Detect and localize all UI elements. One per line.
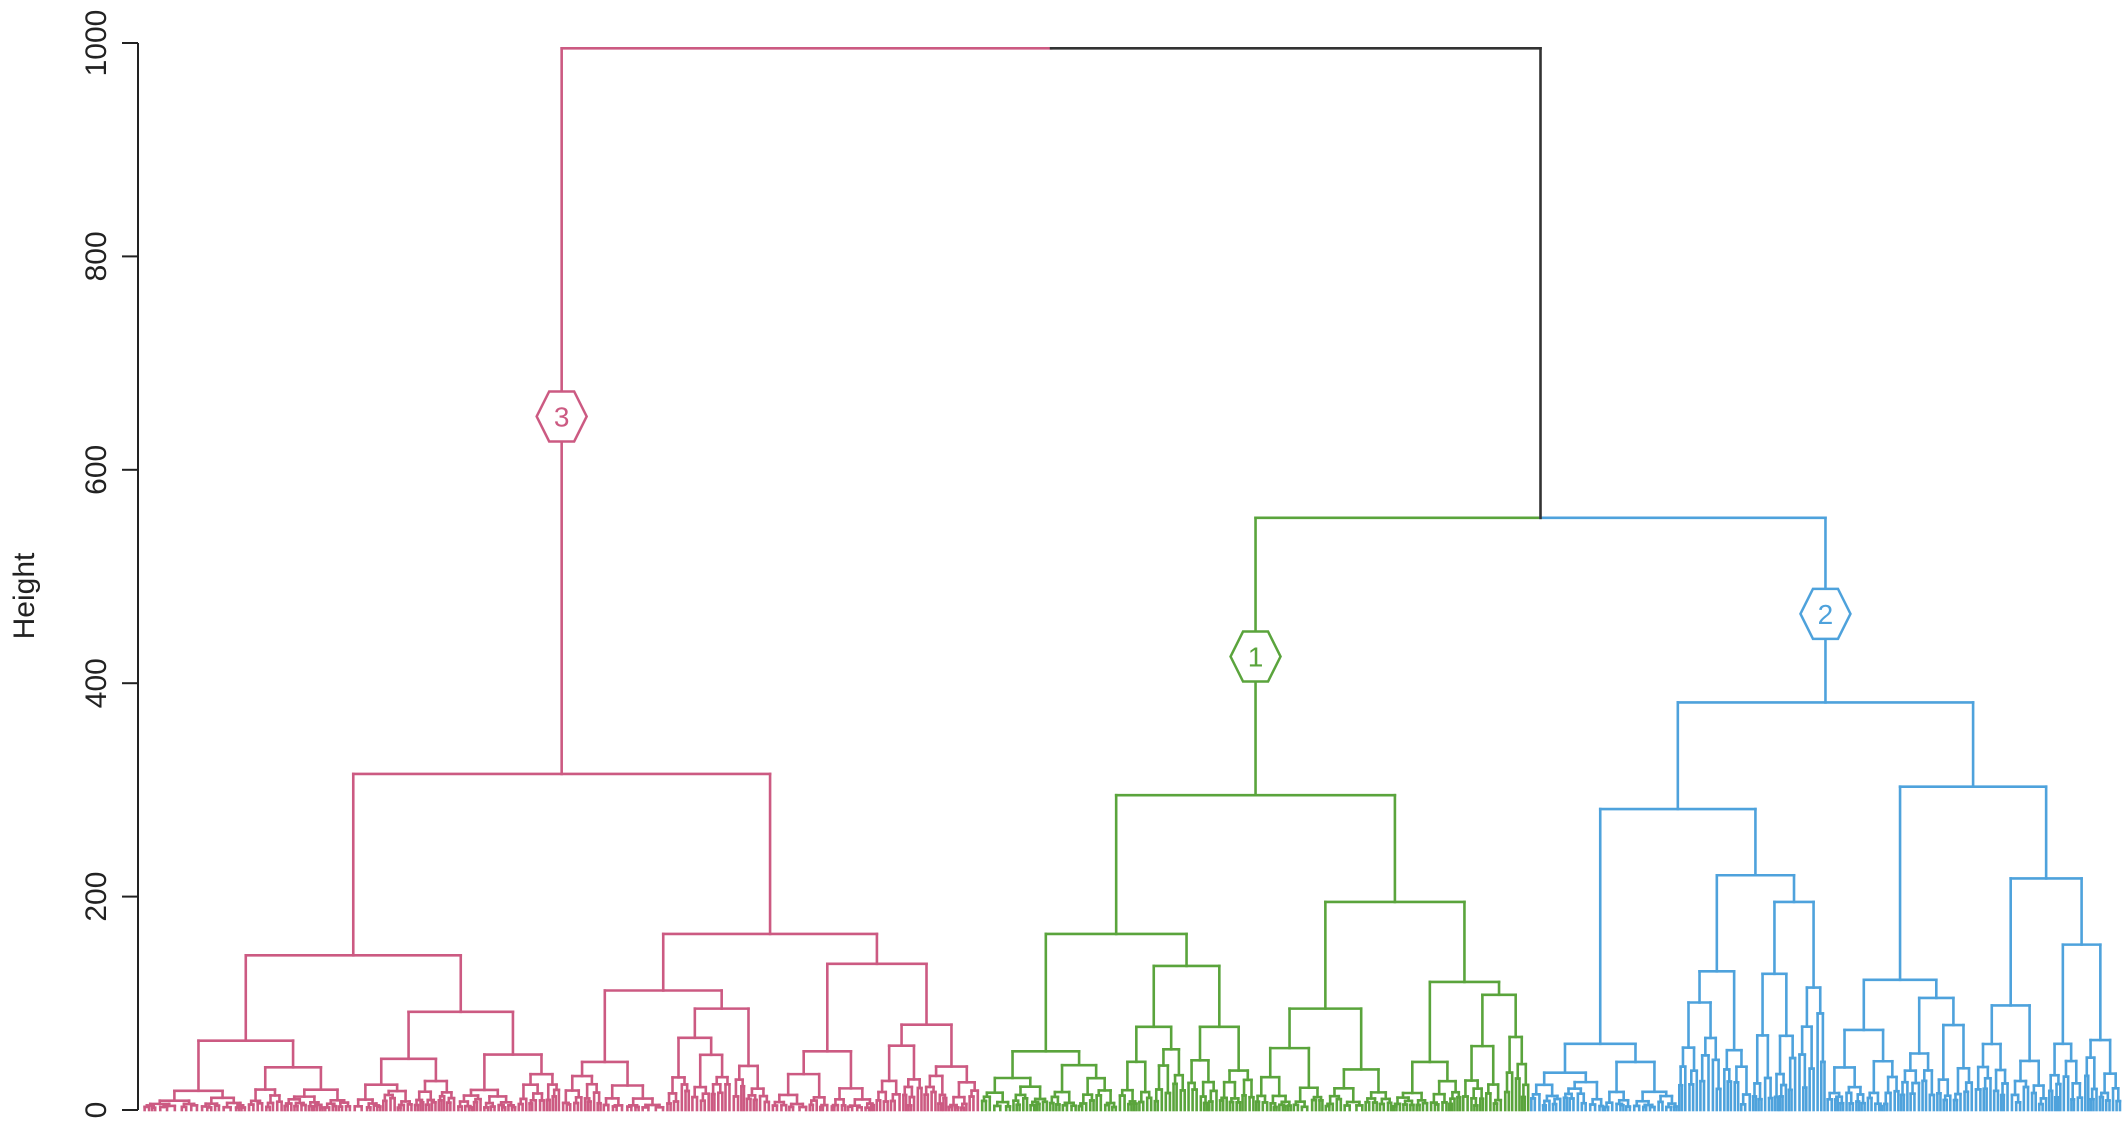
dendrogram-tree: [143, 47, 2122, 1112]
cluster-badges: 3 1 2: [535, 390, 1852, 683]
y-tick-label: 1000: [80, 10, 113, 77]
cluster-2-badge: [1799, 587, 1852, 641]
y-tick-label: 600: [80, 445, 113, 495]
cluster-3-badge: [535, 390, 589, 443]
cluster-3-label: 3: [554, 401, 570, 432]
cluster-2-label: 2: [1818, 599, 1834, 630]
y-tick-label: 800: [80, 231, 113, 281]
y-axis: 0 200 400 600 800 1000: [80, 10, 139, 1119]
y-tick-label: 400: [80, 658, 113, 708]
y-tick-label: 200: [80, 872, 113, 922]
cluster-1-badge: [1229, 630, 1282, 683]
y-tick-label: 0: [80, 1102, 113, 1119]
y-axis-title: Height: [8, 552, 41, 639]
cluster-1-label: 1: [1248, 642, 1264, 673]
